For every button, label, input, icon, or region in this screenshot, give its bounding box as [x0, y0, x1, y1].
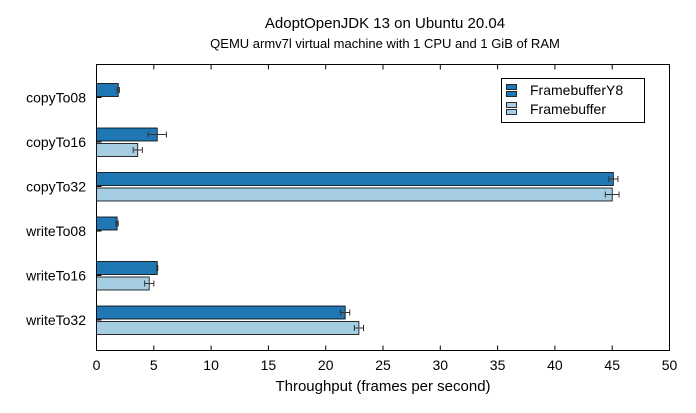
x-tick-label-50: 50	[662, 357, 678, 373]
legend: FramebufferY8 Framebuffer	[501, 78, 645, 123]
y-axis: copyTo08 copyTo16 copyTo32 writeTo08 writeTo…	[25, 90, 102, 328]
legend-label-framebuffer: Framebuffer	[530, 101, 606, 117]
chart-subtitle: QEMU armv7l virtual machine with 1 CPU a…	[210, 36, 560, 51]
x-tick-label-40: 40	[547, 357, 563, 373]
bar-framebuffery8-copyto08	[96, 83, 119, 97]
y-tick-label-writeto32: writeTo32	[25, 312, 86, 328]
bar-framebuffer-copyto32	[96, 187, 613, 202]
y-tick-label-copyto08: copyTo08	[26, 90, 86, 106]
legend-swatch-framebuffer-top	[506, 102, 517, 108]
x-tick-label-45: 45	[604, 357, 620, 373]
x-tick-label-20: 20	[318, 357, 334, 373]
legend-swatch-framebuffery8-bottom	[506, 91, 517, 97]
legend-box	[501, 78, 645, 123]
legend-label-framebuffery8: FramebufferY8	[530, 82, 623, 98]
x-tick-label-10: 10	[203, 357, 219, 373]
bar-framebuffer-writeto16	[96, 276, 150, 291]
bar-framebuffery8-copyto32	[96, 172, 614, 186]
x-tick-label-0: 0	[93, 357, 101, 373]
bar-framebuffery8-writeto32	[96, 305, 346, 320]
x-axis: 0 5 10 15 20 25 30 35 40 45 50	[93, 64, 678, 373]
x-axis-label: Throughput (frames per second)	[275, 378, 490, 395]
bar-framebuffery8-writeto16	[96, 261, 158, 275]
x-tick-label-15: 15	[261, 357, 277, 373]
x-tick-label-30: 30	[433, 357, 449, 373]
x-tick-label-25: 25	[375, 357, 391, 373]
y-tick-label-writeto16: writeTo16	[25, 268, 86, 284]
chart-title: AdoptOpenJDK 13 on Ubuntu 20.04	[265, 15, 505, 32]
x-tick-label-35: 35	[490, 357, 506, 373]
bar-framebuffery8-writeto08	[96, 216, 118, 231]
bar-framebuffer-copyto16	[96, 143, 139, 157]
legend-swatch-framebuffery8-top	[506, 84, 517, 90]
bars-group	[96, 83, 620, 335]
x-tick-label-5: 5	[150, 357, 158, 373]
y-tick-label-copyto16: copyTo16	[26, 134, 86, 150]
bar-framebuffer-writeto32	[96, 321, 360, 335]
y-tick-label-copyto32: copyTo32	[26, 179, 86, 195]
legend-swatch-framebuffer-bottom	[506, 109, 517, 115]
y-tick-label-writeto08: writeTo08	[25, 223, 86, 239]
